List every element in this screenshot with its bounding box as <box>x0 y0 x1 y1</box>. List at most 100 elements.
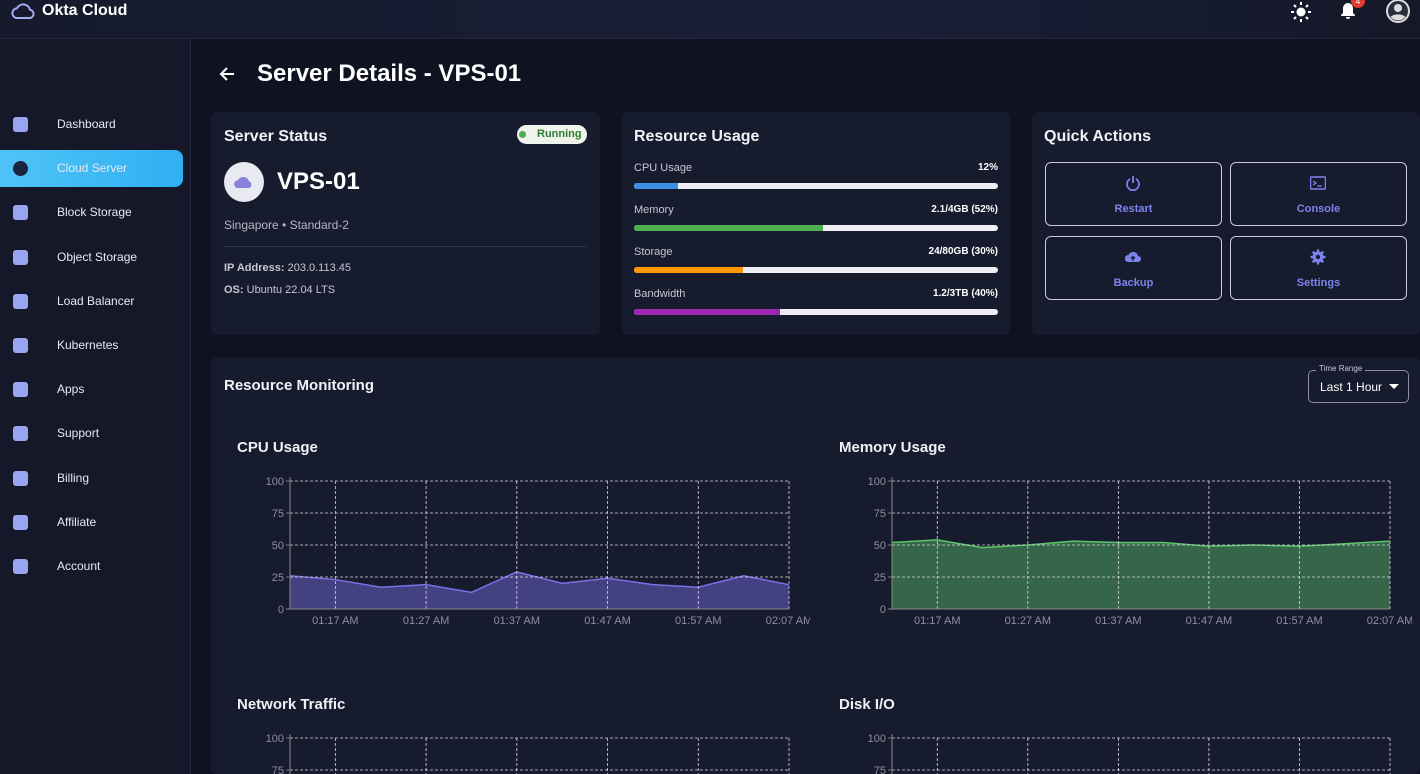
usage-value: 12% <box>977 162 998 173</box>
nav-icon <box>13 559 28 574</box>
server-name: VPS-01 <box>277 168 360 195</box>
nav-icon <box>13 293 28 309</box>
monitoring-card: Resource Monitoring Time Range Last 1 Ho… <box>211 357 1420 774</box>
resource-usage-card: Resource Usage CPU Usage 12% Memory 2.1/4GB… <box>622 112 1010 335</box>
usage-track <box>634 309 998 315</box>
memory-chart: Memory Usage 0 25 50 75 100 01:17 AM 01:27 AM 01… <box>839 439 1412 627</box>
x-tick-label: 01:27 AM <box>403 615 449 627</box>
x-tick-label: 01:37 AM <box>1095 615 1141 627</box>
os-value: Ubuntu 22.04 LTS <box>246 284 336 296</box>
theme-toggle[interactable] <box>1291 2 1311 22</box>
chart-title: Network Traffic <box>237 696 345 713</box>
nav-item[interactable]: Load Balancer <box>0 283 183 320</box>
os-label: OS: <box>224 284 244 296</box>
quick-actions-card: Quick Actions Restart Console Backup Settin… <box>1032 112 1420 335</box>
action-button[interactable]: Settings <box>1230 236 1407 300</box>
server-icon <box>224 162 264 202</box>
action-icon <box>1310 249 1326 265</box>
nav-icon <box>13 426 28 442</box>
nav-item[interactable]: Kubernetes <box>0 327 183 364</box>
nav-label: Affiliate <box>57 514 97 529</box>
x-tick-label: 01:47 AM <box>584 615 630 627</box>
ip-label: IP Address: <box>224 262 285 274</box>
page-title: Server Details - VPS-01 <box>257 60 522 87</box>
nav-icon <box>13 117 28 132</box>
action-button[interactable]: Backup <box>1045 236 1222 300</box>
action-icon <box>1125 251 1141 262</box>
nav-label: Billing <box>57 470 90 485</box>
x-tick-label: 01:37 AM <box>494 615 540 627</box>
divider <box>224 246 587 247</box>
logo-icon <box>11 3 35 19</box>
time-range-select[interactable]: Time Range Last 1 Hour <box>1308 364 1409 403</box>
area-fill <box>290 571 789 609</box>
usage-value: 1.2/3TB (40%) <box>932 288 998 299</box>
action-button[interactable]: Restart <box>1045 162 1222 226</box>
nav-label: Object Storage <box>57 249 138 264</box>
action-button[interactable]: Console <box>1230 162 1407 226</box>
card-title: Server Status <box>224 128 328 145</box>
nav-item[interactable]: Block Storage <box>0 194 183 231</box>
cpu-chart: CPU Usage 0 25 50 75 100 01:17 AM 01:27 AM 01:37… <box>237 439 810 627</box>
sidebar: Dashboard Cloud Server Block Storage Object… <box>0 39 191 774</box>
usage-track <box>634 183 998 189</box>
line <box>891 539 1391 549</box>
nav-item[interactable]: Support <box>0 415 183 452</box>
card-title: Resource Monitoring <box>224 377 375 394</box>
y-tick-label: 25 <box>272 572 284 584</box>
line <box>289 571 790 594</box>
nav-icon <box>13 470 28 486</box>
network-chart: Network Traffic 75 100 <box>237 696 790 774</box>
account-avatar[interactable] <box>1384 0 1412 25</box>
x-tick-label: 02:07 AM <box>1367 615 1412 627</box>
nav-item[interactable]: Object Storage <box>0 239 183 276</box>
x-tick-label: 01:17 AM <box>914 615 960 627</box>
chart-title: Memory Usage <box>839 439 946 456</box>
usage-label: CPU Usage <box>634 162 693 174</box>
nav-item[interactable]: Dashboard <box>0 106 183 143</box>
nav-item[interactable]: Cloud Server <box>0 150 183 188</box>
y-tick-label: 25 <box>874 572 886 584</box>
usage-track <box>634 267 998 273</box>
nav-item[interactable]: Billing <box>0 460 183 497</box>
card-title: Resource Usage <box>634 128 760 145</box>
y-tick-label: 50 <box>272 540 284 552</box>
disk-chart: Disk I/O 75 100 <box>839 696 1391 774</box>
nav-item[interactable]: Account <box>0 548 183 585</box>
nav-label: Cloud Server <box>57 161 128 176</box>
select-label: Time Range <box>1316 364 1366 373</box>
notifications[interactable] <box>1339 2 1357 20</box>
nav-label: Block Storage <box>57 205 132 220</box>
x-tick-label: 02:07 AM <box>766 615 810 627</box>
notification-badge: 4 <box>1351 0 1365 8</box>
usage-fill <box>634 183 678 189</box>
y-tick-label: 75 <box>272 765 284 774</box>
x-tick-label: 01:27 AM <box>1005 615 1051 627</box>
back-button[interactable] <box>218 64 238 84</box>
usage-value: 24/80GB (30%) <box>928 246 998 257</box>
y-tick-label: 75 <box>874 508 886 520</box>
nav-item[interactable]: Apps <box>0 371 183 408</box>
y-tick-label: 0 <box>278 604 284 616</box>
ip-value: 203.0.113.45 <box>287 262 352 274</box>
card-title: Quick Actions <box>1044 128 1151 145</box>
chart-title: CPU Usage <box>237 439 318 456</box>
action-label: Settings <box>1296 277 1341 289</box>
usage-value: 2.1/4GB (52%) <box>931 204 998 215</box>
x-tick-label: 01:57 AM <box>675 615 721 627</box>
nav-item[interactable]: Affiliate <box>0 504 183 541</box>
y-tick-label: 100 <box>868 476 886 488</box>
select-value: Last 1 Hour <box>1320 380 1383 394</box>
y-tick-label: 100 <box>868 733 886 745</box>
nav-label: Load Balancer <box>57 293 135 308</box>
area-fill <box>892 539 1390 609</box>
action-label: Console <box>1296 203 1341 215</box>
action-label: Backup <box>1113 277 1154 289</box>
nav-label: Account <box>57 559 101 573</box>
action-icon <box>1126 176 1140 191</box>
nav-icon <box>13 338 28 353</box>
action-label: Restart <box>1114 203 1153 215</box>
y-tick-label: 75 <box>874 765 886 774</box>
nav-label: Apps <box>57 382 85 397</box>
usage-fill <box>634 267 744 273</box>
